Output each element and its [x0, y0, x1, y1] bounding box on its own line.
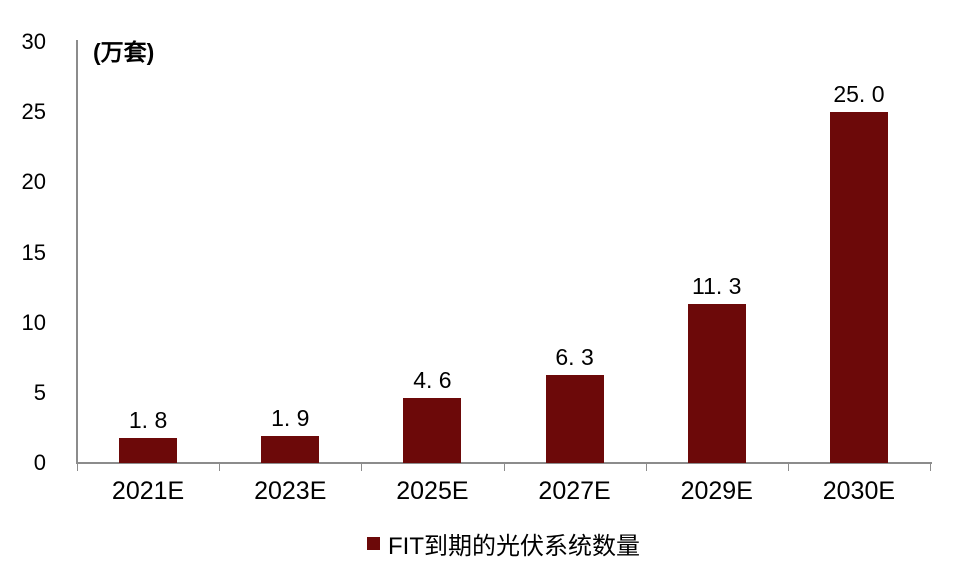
x-axis-tick-mark: [219, 464, 221, 471]
x-axis-tick-mark: [787, 464, 789, 471]
x-axis-tick-mark: [645, 464, 647, 471]
bar: [829, 112, 888, 463]
bar-value-label: 25. 0: [833, 81, 885, 108]
y-axis-tick-label: 0: [33, 450, 46, 475]
x-axis-tick-mark: [503, 464, 505, 471]
x-axis-category-label: 2029E: [680, 477, 753, 505]
x-axis-category-label: 2021E: [111, 477, 185, 505]
bar-value-label: 1. 8: [128, 406, 168, 433]
y-axis-unit-label: (万套): [93, 39, 155, 65]
x-axis-line: [76, 462, 932, 464]
y-axis-tick-label: 25: [21, 99, 46, 125]
x-axis-category-label: 2025E: [396, 477, 469, 505]
bar-value-label: 11. 3: [692, 273, 742, 300]
bar-value-label: 1. 9: [271, 405, 310, 432]
bar: [687, 304, 746, 463]
legend: FIT到期的光伏系统数量: [77, 526, 930, 561]
legend-square-marker-icon: [367, 537, 380, 550]
x-axis-tick-mark: [77, 464, 78, 471]
bar: [119, 437, 178, 463]
x-axis-category-label: 2023E: [254, 477, 327, 505]
bar: [403, 398, 462, 463]
y-axis-tick-label: 30: [21, 29, 46, 54]
bar: [545, 374, 604, 463]
x-axis-category-label: 2027E: [538, 477, 611, 505]
legend-label: FIT到期的光伏系统数量: [388, 533, 640, 560]
x-axis-tick-mark: [930, 464, 931, 471]
bar: [261, 436, 320, 463]
bar-value-label: 6. 3: [555, 343, 594, 370]
x-axis-tick-mark: [361, 464, 363, 471]
bar-value-label: 4. 6: [413, 367, 452, 394]
y-axis-line: [76, 40, 78, 464]
y-axis-tick-label: 20: [21, 169, 46, 195]
x-axis-category-label: 2030E: [822, 477, 896, 505]
y-axis-tick-label: 15: [21, 239, 46, 265]
y-axis-tick-label: 10: [21, 309, 46, 335]
y-axis-tick-label: 5: [33, 379, 46, 405]
